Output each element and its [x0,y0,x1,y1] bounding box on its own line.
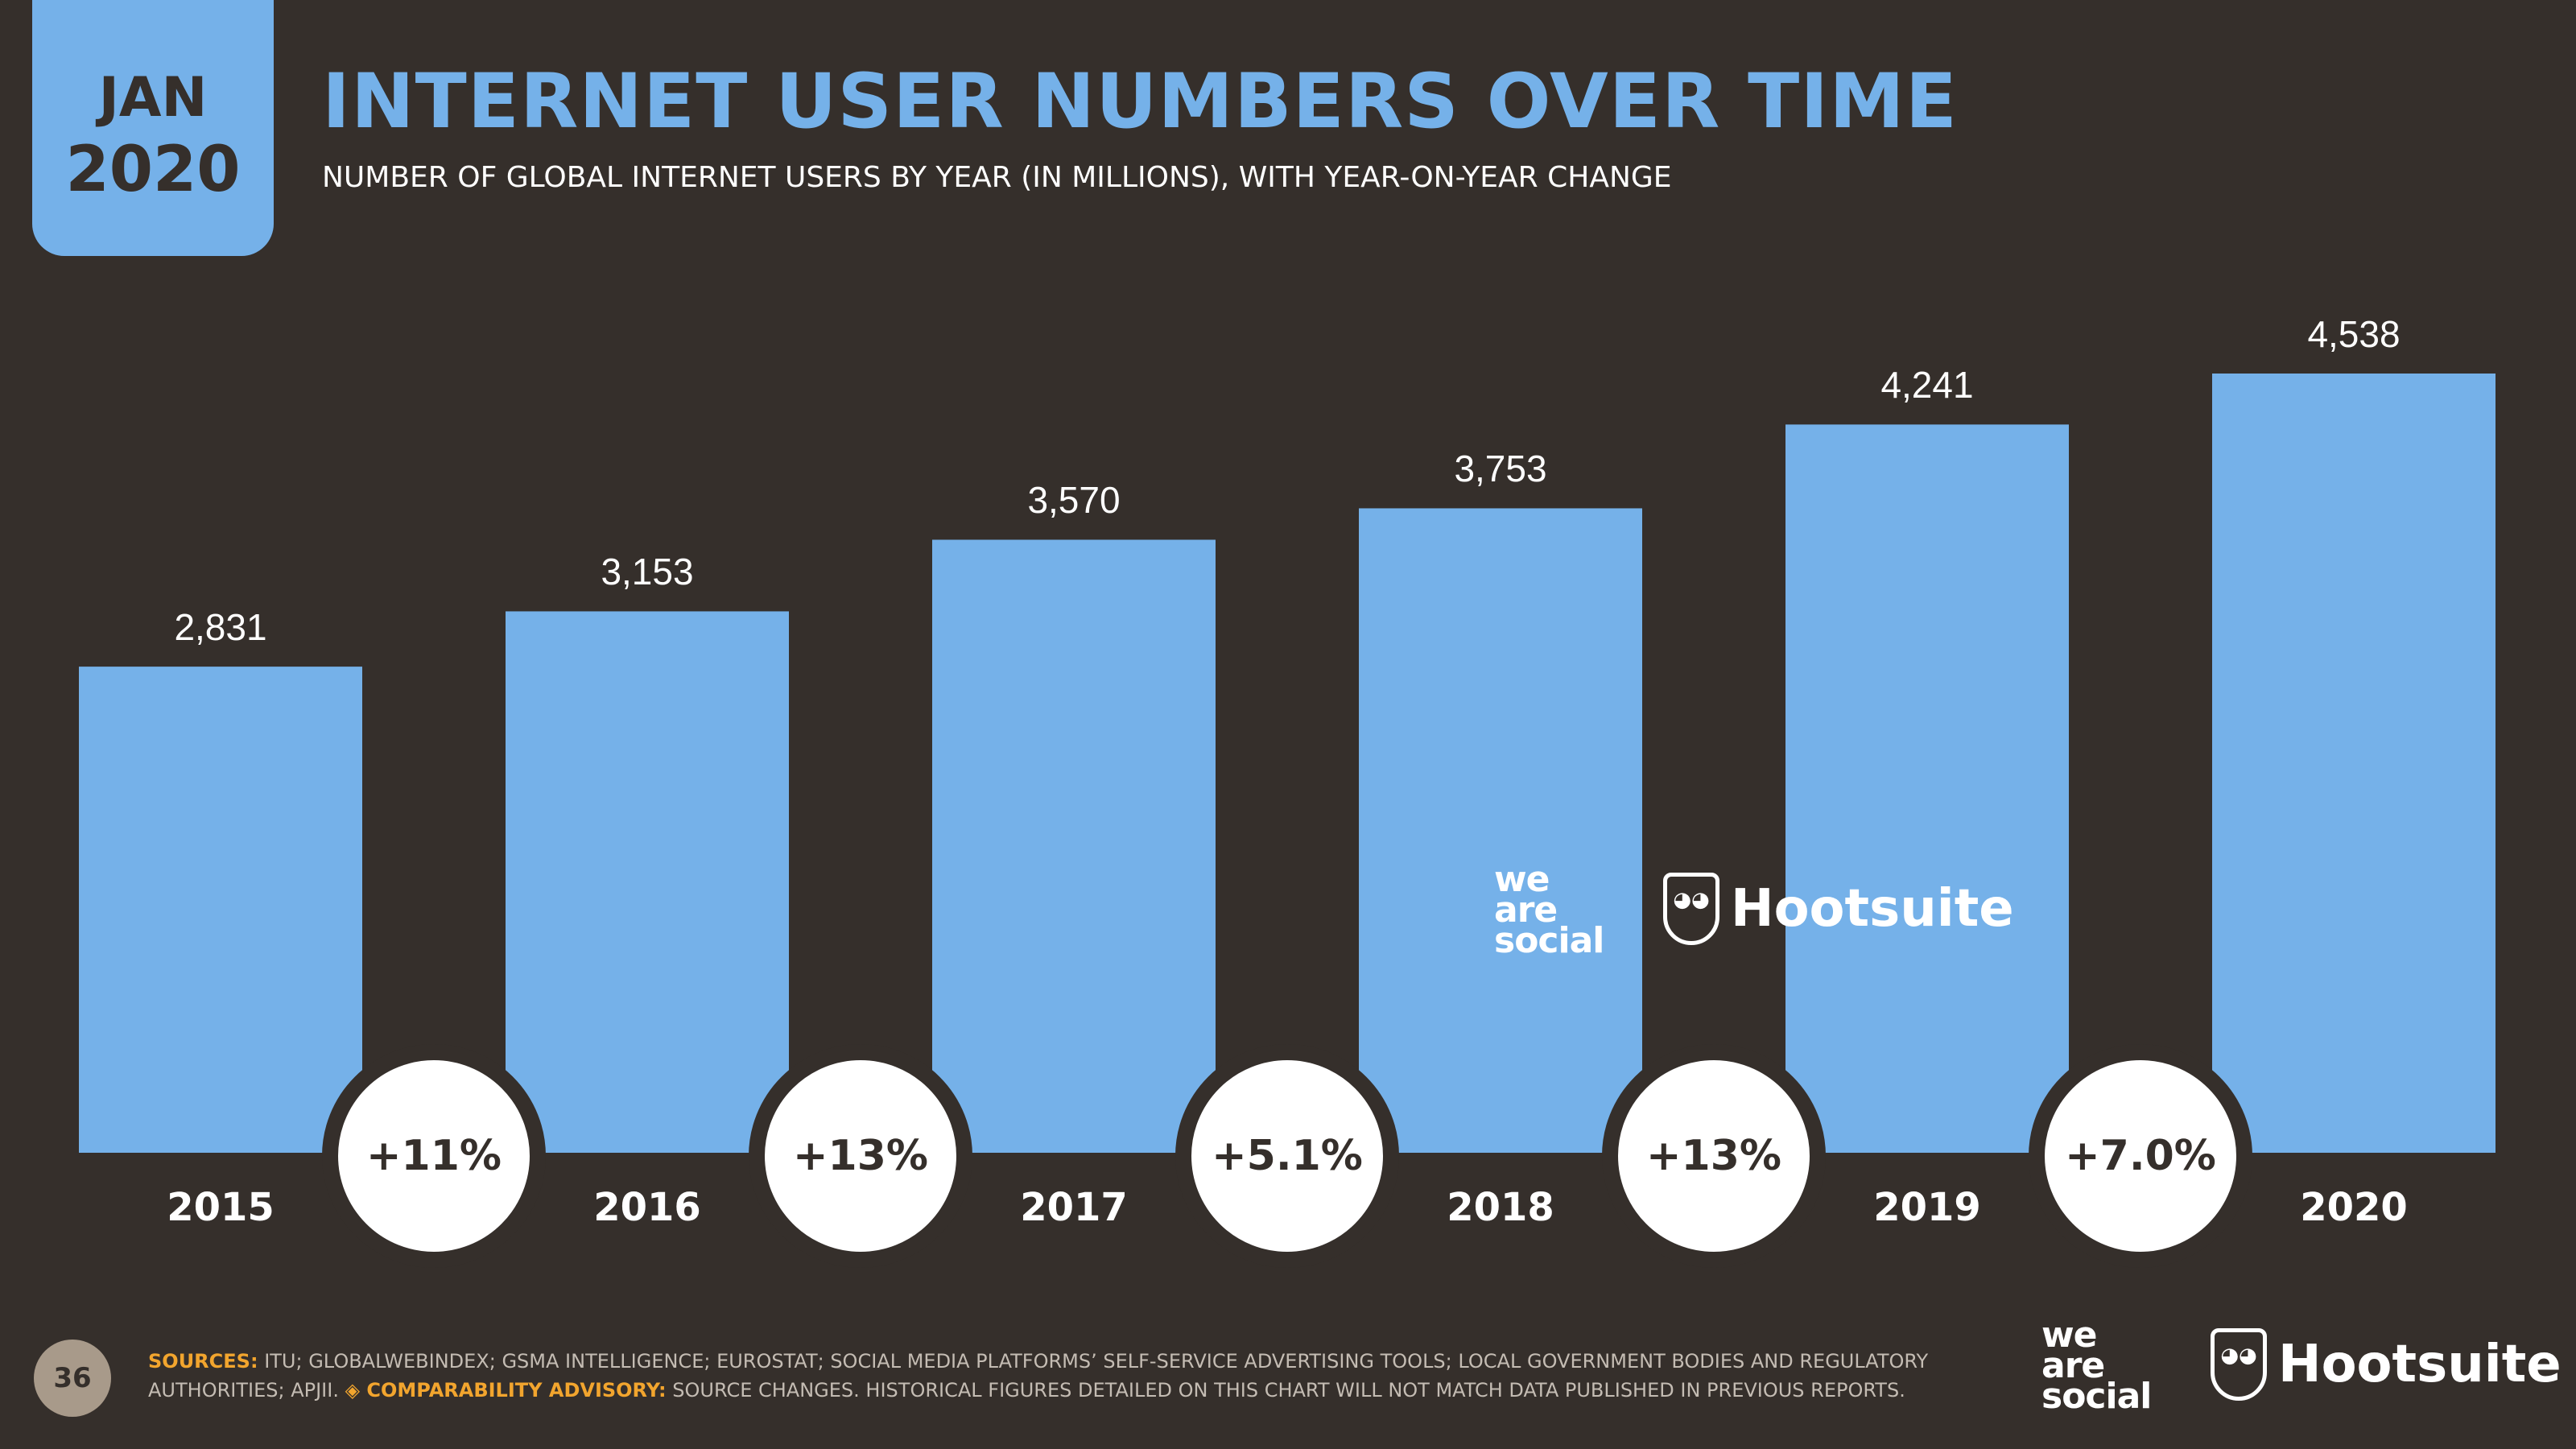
value-label-2016: 3,153 [601,551,694,593]
change-badge-2018: +5.1% [1175,1044,1399,1268]
we-are-social-watermark: we are social [1494,859,1604,961]
date-month: JAN [98,66,208,130]
was-line-2: are [1494,890,1558,931]
was-line-1: we [1494,859,1550,900]
hootsuite-logo-text: Hootsuite [2278,1335,2562,1394]
category-label-2015: 2015 [167,1185,275,1230]
owl-icon: ◕◕ [1663,873,1719,945]
page-subtitle: NUMBER OF GLOBAL INTERNET USERS BY YEAR … [322,161,1672,194]
category-label-2019: 2019 [1873,1185,1981,1230]
sources-label: SOURCES: [148,1350,258,1373]
change-badge-2017: +13% [749,1044,972,1268]
value-label-2017: 3,570 [1027,479,1121,522]
value-label-2019: 4,241 [1880,364,1974,407]
footer-was-line-3: social [2041,1376,2152,1417]
footer-owl-icon: ◕◕ [2211,1328,2267,1401]
advisory-text: SOURCE CHANGES. HISTORICAL FIGURES DETAI… [672,1379,1905,1402]
hootsuite-watermark-text: Hootsuite [1731,879,2014,939]
bar-2019 [1785,424,2069,1153]
bar-2016 [506,611,789,1153]
footer-was-line-1: we [2041,1315,2098,1356]
was-line-3: social [1494,920,1604,961]
value-label-2020: 4,538 [2307,313,2401,355]
category-label-2018: 2018 [1447,1185,1554,1230]
bar-2017 [932,539,1216,1153]
bar-2018 [1359,508,1642,1153]
category-label-2016: 2016 [593,1185,701,1230]
we-are-social-logo: we are social [2041,1315,2152,1417]
sources-text: ITU; GLOBALWEBINDEX; GSMA INTELLIGENCE; … [148,1350,1929,1402]
date-year: 2020 [65,134,241,206]
change-badge-2020: +7.0% [2029,1044,2252,1268]
hootsuite-watermark: ◕◕ Hootsuite [1663,873,2014,945]
bar-2020 [2212,374,2496,1153]
sources-note: SOURCES: ITU; GLOBALWEBINDEX; GSMA INTEL… [148,1347,1967,1405]
page-number: 36 [34,1340,111,1417]
change-badge-2019: +13% [1602,1044,1826,1268]
footer-was-line-2: are [2041,1345,2105,1386]
hootsuite-logo: ◕◕ Hootsuite [2211,1328,2562,1401]
value-label-2018: 3,753 [1454,448,1547,490]
date-badge: JAN 2020 [32,0,274,256]
value-label-2015: 2,831 [174,606,267,649]
category-label-2020: 2020 [2300,1185,2408,1230]
category-label-2017: 2017 [1020,1185,1128,1230]
bar-2015 [79,667,362,1153]
page-title: INTERNET USER NUMBERS OVER TIME [322,58,1958,146]
advisory-label: ◈ COMPARABILITY ADVISORY: [345,1379,667,1402]
change-badge-2016: +11% [322,1044,546,1268]
